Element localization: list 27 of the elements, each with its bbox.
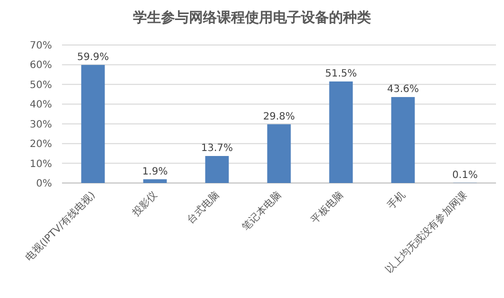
data-label: 59.9% [77, 52, 109, 63]
x-tick-label: 投影仪 [129, 189, 160, 220]
bar [81, 64, 105, 183]
data-label: 51.5% [325, 68, 357, 80]
bar [391, 97, 415, 183]
bar [205, 156, 229, 183]
x-tick-label: 笔记本电脑 [240, 189, 284, 233]
bar [143, 179, 167, 183]
y-tick-label: 10% [30, 158, 52, 170]
data-label: 13.7% [201, 142, 233, 154]
y-tick-label: 70% [30, 40, 52, 52]
x-tick-label: 台式电脑 [184, 189, 222, 226]
data-label: 43.6% [387, 84, 419, 96]
y-tick-label: 0% [36, 178, 52, 190]
bar [329, 81, 353, 183]
data-label: 29.8% [263, 111, 295, 122]
data-label: 0.1% [452, 170, 478, 181]
y-tick-label: 60% [30, 60, 52, 72]
x-tick-label: 手机 [384, 189, 408, 212]
y-tick-label: 30% [30, 119, 52, 130]
chart-title: 学生参与网络课程使用电子设备的种类 [133, 9, 371, 26]
y-tick-label: 20% [30, 139, 52, 150]
data-label: 1.9% [142, 166, 168, 178]
x-tick-label: 平板电脑 [308, 189, 346, 226]
y-tick-label: 40% [30, 100, 52, 111]
bar [267, 124, 291, 183]
y-tick-label: 50% [30, 80, 52, 91]
